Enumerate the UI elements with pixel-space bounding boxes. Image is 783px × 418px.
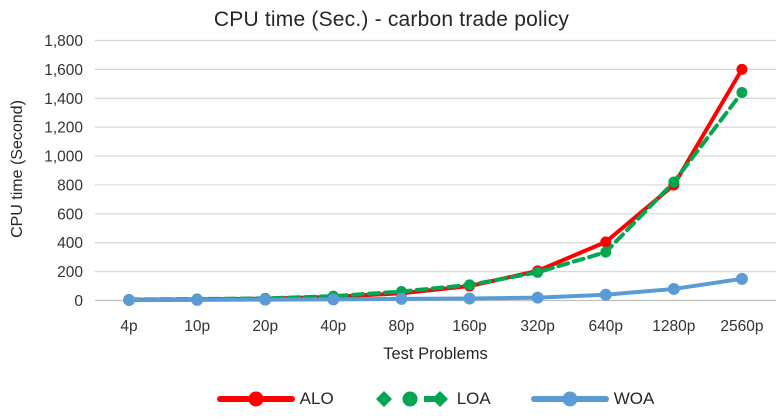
y-tick-label: 1,200 <box>44 120 83 137</box>
y-tick-label: 400 <box>57 235 83 252</box>
series-line-loa <box>127 90 744 302</box>
y-tick-label: 200 <box>57 264 83 281</box>
data-point-woa-80p <box>395 292 408 305</box>
x-tick-label: 1280p <box>652 318 695 335</box>
y-tick-label: 800 <box>57 177 83 194</box>
data-point-woa-4p <box>123 294 136 307</box>
legend-diamond <box>431 391 448 407</box>
legend-label-alo: ALO <box>299 389 334 408</box>
data-point-loa-320p <box>532 266 544 278</box>
x-tick-label: 2560p <box>720 318 763 335</box>
x-tick-label: 640p <box>589 318 623 335</box>
legend-label-woa: WOA <box>613 389 655 408</box>
y-tick-label: 1,000 <box>44 149 83 166</box>
x-tick-label: 10p <box>184 318 210 335</box>
y-tick-label: 1,600 <box>44 62 83 79</box>
data-point-loa-640p <box>600 246 612 258</box>
legend: ALO LOA WOA <box>95 385 776 413</box>
legend-item-alo: ALO <box>216 388 334 410</box>
data-point-woa-640p <box>599 288 612 301</box>
y-tick-label: 1,800 <box>44 33 83 50</box>
data-point-alo-2560p <box>736 63 748 75</box>
data-point-loa-2560p <box>736 87 748 98</box>
legend-diamond <box>375 391 392 407</box>
data-point-loa-160p <box>464 279 476 291</box>
legend-swatch-woa <box>530 391 609 407</box>
x-tick-label: 160p <box>452 318 486 335</box>
x-tick-label: 40p <box>320 318 346 335</box>
data-point-woa-320p <box>531 291 544 304</box>
legend-marker <box>562 391 578 407</box>
x-axis-title: Test Problems <box>383 345 488 363</box>
legend-marker <box>402 391 418 407</box>
y-tick-label: 1,400 <box>44 91 83 108</box>
legend-item-woa: WOA <box>530 388 655 410</box>
y-axis-title: CPU time (Second) <box>9 100 26 238</box>
data-point-woa-10p <box>191 293 204 306</box>
data-point-woa-2560p <box>735 272 748 285</box>
data-point-woa-20p <box>259 293 272 306</box>
x-tick-label: 80p <box>389 318 415 335</box>
legend-label-loa: LOA <box>456 389 491 408</box>
data-point-woa-40p <box>327 293 340 306</box>
x-tick-label: 4p <box>120 318 137 335</box>
chart-title: CPU time (Sec.) - carbon trade policy <box>213 8 570 31</box>
x-tick-label: 20p <box>252 318 278 335</box>
y-tick-label: 600 <box>57 206 83 223</box>
x-tick-label: 320p <box>520 318 554 335</box>
data-point-loa-1280p <box>668 176 680 188</box>
legend-marker <box>248 391 264 407</box>
legend-swatch-alo <box>216 391 295 407</box>
legend-item-loa: LOA <box>374 388 491 410</box>
y-tick-label: 0 <box>74 293 83 310</box>
series-line-woa <box>127 276 744 303</box>
data-point-alo-640p <box>600 236 612 248</box>
legend-swatch-loa <box>375 391 448 407</box>
data-point-woa-160p <box>463 292 476 305</box>
data-point-woa-1280p <box>667 282 680 295</box>
